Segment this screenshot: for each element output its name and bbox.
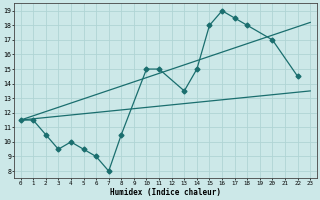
X-axis label: Humidex (Indice chaleur): Humidex (Indice chaleur) — [110, 188, 221, 197]
